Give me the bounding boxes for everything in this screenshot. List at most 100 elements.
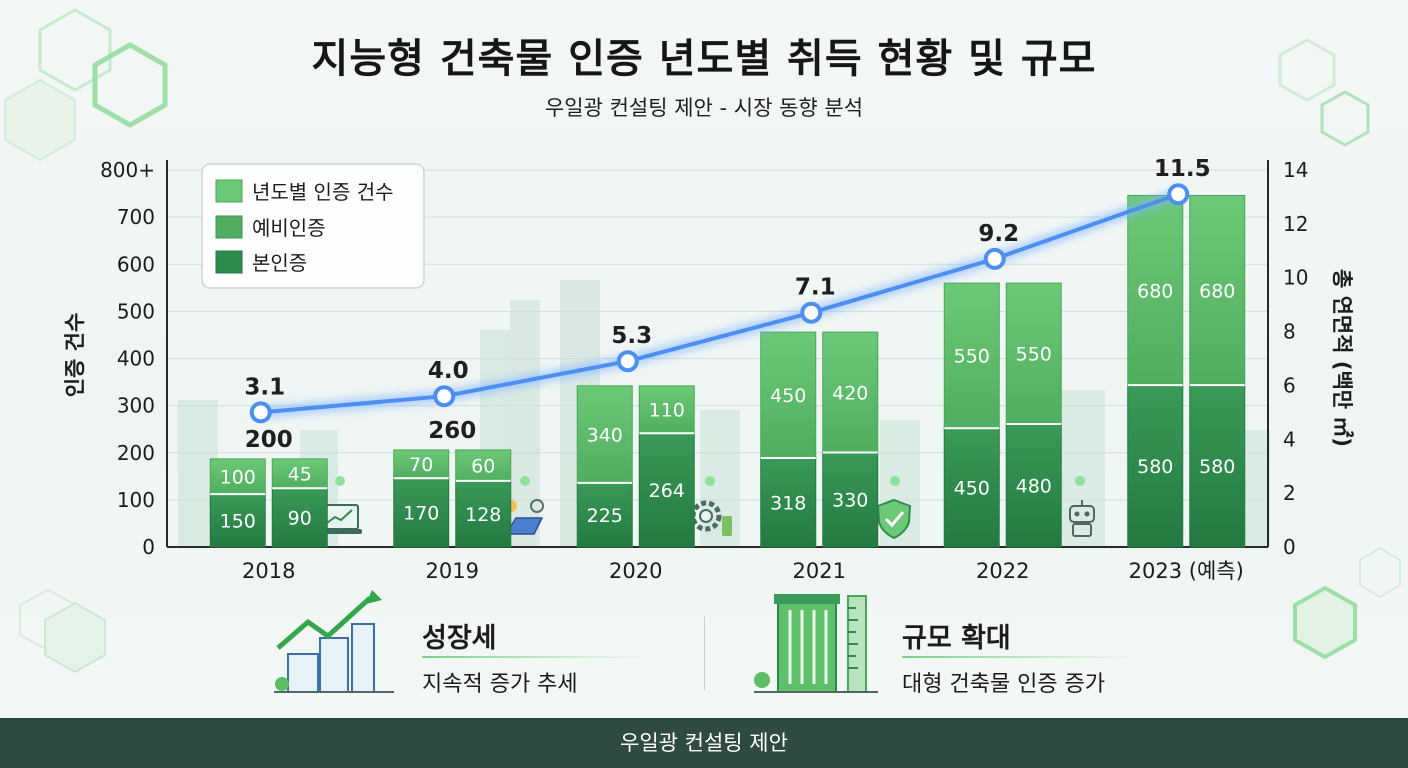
- legend-total: 년도별 인증 건수: [252, 180, 394, 204]
- laptop-chart-icon: [318, 504, 362, 534]
- y2-tick-label: 12: [1283, 212, 1308, 236]
- y-tick-label: 0: [142, 535, 155, 559]
- bar-value-label: 340: [587, 424, 623, 446]
- series-point: [983, 247, 1006, 270]
- x-tick-label: 2019: [426, 559, 479, 583]
- y-tick-label: 600: [117, 252, 155, 276]
- bar-segment-main: [1127, 384, 1184, 548]
- y-axis-ticks: 0 100 200 300 400 500 600 700 800+: [100, 158, 155, 559]
- y2-tick-label: 8: [1283, 320, 1296, 344]
- bar-value-label: 420: [832, 382, 868, 404]
- y-tick-label: 400: [117, 347, 155, 371]
- bar-value-label: 580: [1199, 456, 1235, 478]
- bar-segment-prelim: [271, 458, 328, 489]
- bar-value-label: 110: [649, 400, 685, 422]
- bar-segment-prelim: [393, 449, 450, 479]
- building-ruler-icon: [754, 594, 878, 693]
- bar-value-label: 90: [288, 508, 312, 530]
- y-tick-label: 800+: [100, 158, 155, 182]
- summary-divider: [704, 616, 705, 690]
- x-tick-label: 2018: [242, 559, 295, 583]
- summary-growth-title: 성장세: [422, 623, 497, 654]
- y2-tick-label: 0: [1283, 535, 1296, 559]
- bar-value-label: 450: [954, 478, 990, 500]
- series-point: [433, 385, 456, 408]
- total-labels: 200 260: [245, 418, 477, 453]
- bar-total-label: 200: [245, 427, 293, 453]
- bar-segment-main: [455, 480, 512, 548]
- shield-check-icon: [876, 498, 912, 540]
- summary-scale: 규모 확대 대형 건축물 인증 증가: [752, 588, 1172, 708]
- bar-value-label: 580: [1137, 456, 1173, 478]
- bar-value-label: 70: [409, 454, 433, 476]
- y-tick-label: 200: [117, 441, 155, 465]
- summary-growth: 성장세 지속적 증가 추세: [270, 588, 690, 708]
- series-point: [249, 401, 272, 424]
- bar-segment-prelim: [943, 282, 1000, 429]
- summary-growth-desc: 지속적 증가 추세: [422, 672, 578, 697]
- series-point-label: 7.1: [795, 275, 836, 301]
- series-point-label: 9.2: [978, 221, 1019, 247]
- bar-value-label: 128: [465, 504, 501, 526]
- decorative-hexagons: [4, 8, 1401, 674]
- bar-segment-main: [943, 427, 1000, 548]
- baseline-glow-dots: [335, 476, 1085, 486]
- summary-scale-underline: [902, 656, 1132, 658]
- bar-value-label: 550: [1016, 344, 1052, 366]
- growth-trend-icon: [274, 590, 394, 693]
- bar-value-label: 318: [770, 493, 806, 515]
- series-point-label: 3.1: [244, 374, 285, 400]
- page-title: 지능형 건축물 인증 년도별 취득 현황 및 규모: [311, 36, 1097, 82]
- bar-value-label: 170: [403, 503, 439, 525]
- series-point-label: 4.0: [428, 358, 469, 384]
- bar-value-label: 264: [649, 480, 685, 502]
- series-point: [616, 350, 639, 373]
- series-point-label: 5.3: [611, 323, 652, 349]
- bar-segment-prelim: [1189, 194, 1246, 386]
- bar-segment-prelim: [209, 458, 266, 495]
- bar-value-label: 45: [288, 464, 312, 486]
- chart: 0 100 200 300 400 500 600 700 800+ 0 2 4 6 8 10 12 14 인…: [4, 8, 1401, 674]
- y-tick-label: 300: [117, 394, 155, 418]
- bar-value-label: 225: [587, 505, 623, 527]
- bar-segment-prelim: [638, 385, 695, 434]
- summary-scale-title: 규모 확대: [902, 623, 1011, 654]
- bar-value-label: 480: [1016, 476, 1052, 498]
- bar-value-label: 100: [220, 467, 256, 489]
- legend: 년도별 인증 건수 예비인증 본인증: [201, 163, 425, 289]
- x-tick-label: 2023 (예측): [1129, 559, 1244, 583]
- x-axis-ticks: 2018 2019 2020 2021 2022 2023 (예측): [242, 559, 1244, 583]
- y2-tick-label: 10: [1283, 266, 1308, 290]
- y2-tick-label: 2: [1283, 481, 1296, 505]
- bar-value-label: 550: [954, 346, 990, 368]
- y-tick-label: 100: [117, 488, 155, 512]
- series-point: [800, 301, 823, 324]
- bar-value-label: 150: [220, 511, 256, 533]
- area-line-series: 3.1 4.0 5.3 7.1 9.2 11.5: [244, 156, 1211, 424]
- bar-segment-main: [209, 493, 266, 548]
- bar-segment-prelim: [576, 385, 633, 484]
- series-point-label: 11.5: [1154, 156, 1211, 182]
- bar-segment-prelim: [1005, 282, 1062, 425]
- y-axis-label: 인증 건수: [63, 313, 87, 398]
- y2-axis-ticks: 0 2 4 6 8 10 12 14: [1283, 158, 1308, 559]
- summary-scale-desc: 대형 건축물 인증 증가: [902, 672, 1106, 697]
- x-tick-label: 2021: [793, 559, 846, 583]
- page-subtitle: 우일광 컨설팅 제안 - 시장 동향 분석: [544, 96, 864, 120]
- series-point: [1167, 183, 1190, 206]
- series-line: [260, 192, 1179, 415]
- y-tick-label: 500: [117, 299, 155, 323]
- legend-swatch-main: [215, 250, 243, 274]
- legend-swatch-total: [215, 179, 243, 203]
- y-tick-label: 700: [117, 205, 155, 229]
- bar-value-label: 680: [1199, 280, 1235, 302]
- bar-value-label: 450: [770, 385, 806, 407]
- bar-value-label: 330: [832, 490, 868, 512]
- summary-growth-underline: [422, 656, 642, 658]
- legend-main: 본인증: [252, 251, 307, 275]
- footer-bar: 우일광 컨설팅 제안: [0, 718, 1408, 768]
- bars: 100 150 45 90 70 170 60 128 340 225 110 264 450 318 42…: [209, 194, 1246, 548]
- bar-segment-main: [760, 457, 817, 548]
- y2-tick-label: 4: [1283, 427, 1296, 451]
- legend-swatch-prelim: [215, 215, 243, 239]
